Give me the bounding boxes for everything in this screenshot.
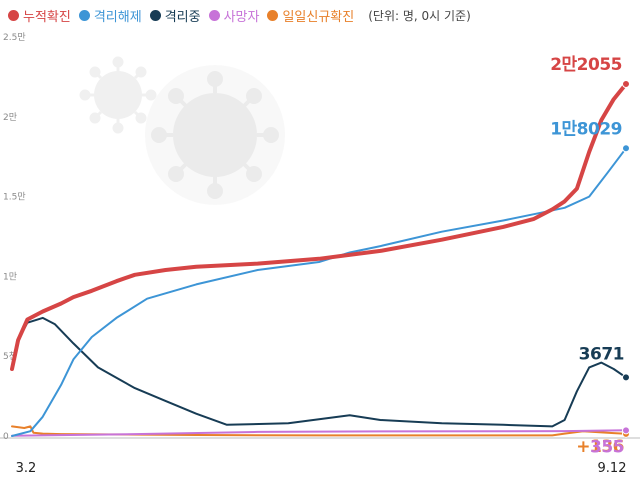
series-line-2 <box>11 316 627 428</box>
y-tick-label: 5천 <box>3 351 17 362</box>
y-tick-label: 1.5만 <box>3 192 26 203</box>
x-tick-end: 9.12 <box>598 461 627 476</box>
legend-label-daily: 일일신규확진 <box>282 9 355 25</box>
legend-dot-cumulative <box>8 9 19 21</box>
legend-label-released: 격리해제 <box>93 9 142 25</box>
legend-item-deaths: 사망자 <box>208 6 260 25</box>
series-line-1 <box>11 147 627 437</box>
legend-label-cumulative: 누적확진 <box>23 9 71 25</box>
series-end-marker-2 <box>622 373 630 382</box>
legend-label-isolated: 격리중 <box>164 9 201 25</box>
legend-item-daily: 일일신규확진 <box>267 6 354 25</box>
series-line-0 <box>10 82 628 371</box>
legend-dot-daily <box>267 9 279 21</box>
legend: 누적확진 격리해제 격리중 사망자 일일신규확진 (단위: 명, 0시 기준) <box>8 4 471 26</box>
legend-label-deaths: 사망자 <box>223 9 260 25</box>
series-end-label-0: 2만2055 <box>550 55 622 75</box>
virus-watermark <box>79 56 285 205</box>
y-axis: 0 5천 1만 1.5만 2만 2.5만 <box>3 32 26 442</box>
unit-note: (단위: 명, 0시 기준) <box>368 8 471 23</box>
series-end-label-2: 3671 <box>579 344 624 364</box>
legend-dot-released <box>78 9 90 21</box>
y-tick-label: 2.5만 <box>3 32 26 43</box>
x-tick-start: 3.2 <box>16 461 37 476</box>
legend-dot-isolated <box>149 9 161 21</box>
series-group <box>10 80 630 438</box>
series-end-label-1: 1만8029 <box>550 119 622 139</box>
series-end-marker-3 <box>622 426 630 435</box>
legend-dot-deaths <box>208 9 220 21</box>
series-line-3 <box>11 429 627 437</box>
legend-item-cumulative: 누적확진 <box>8 6 71 25</box>
series-end-label-3: 355 <box>590 437 624 457</box>
series-end-marker-0 <box>622 80 630 89</box>
y-tick-label: 1만 <box>3 271 17 282</box>
legend-item-isolated: 격리중 <box>149 6 201 25</box>
series-end-marker-1 <box>622 144 630 153</box>
y-tick-label: 2만 <box>3 112 17 123</box>
legend-item-released: 격리해제 <box>78 6 142 25</box>
series-end-label-4: +136 <box>576 437 624 457</box>
y-tick-label: 0 <box>3 432 9 442</box>
